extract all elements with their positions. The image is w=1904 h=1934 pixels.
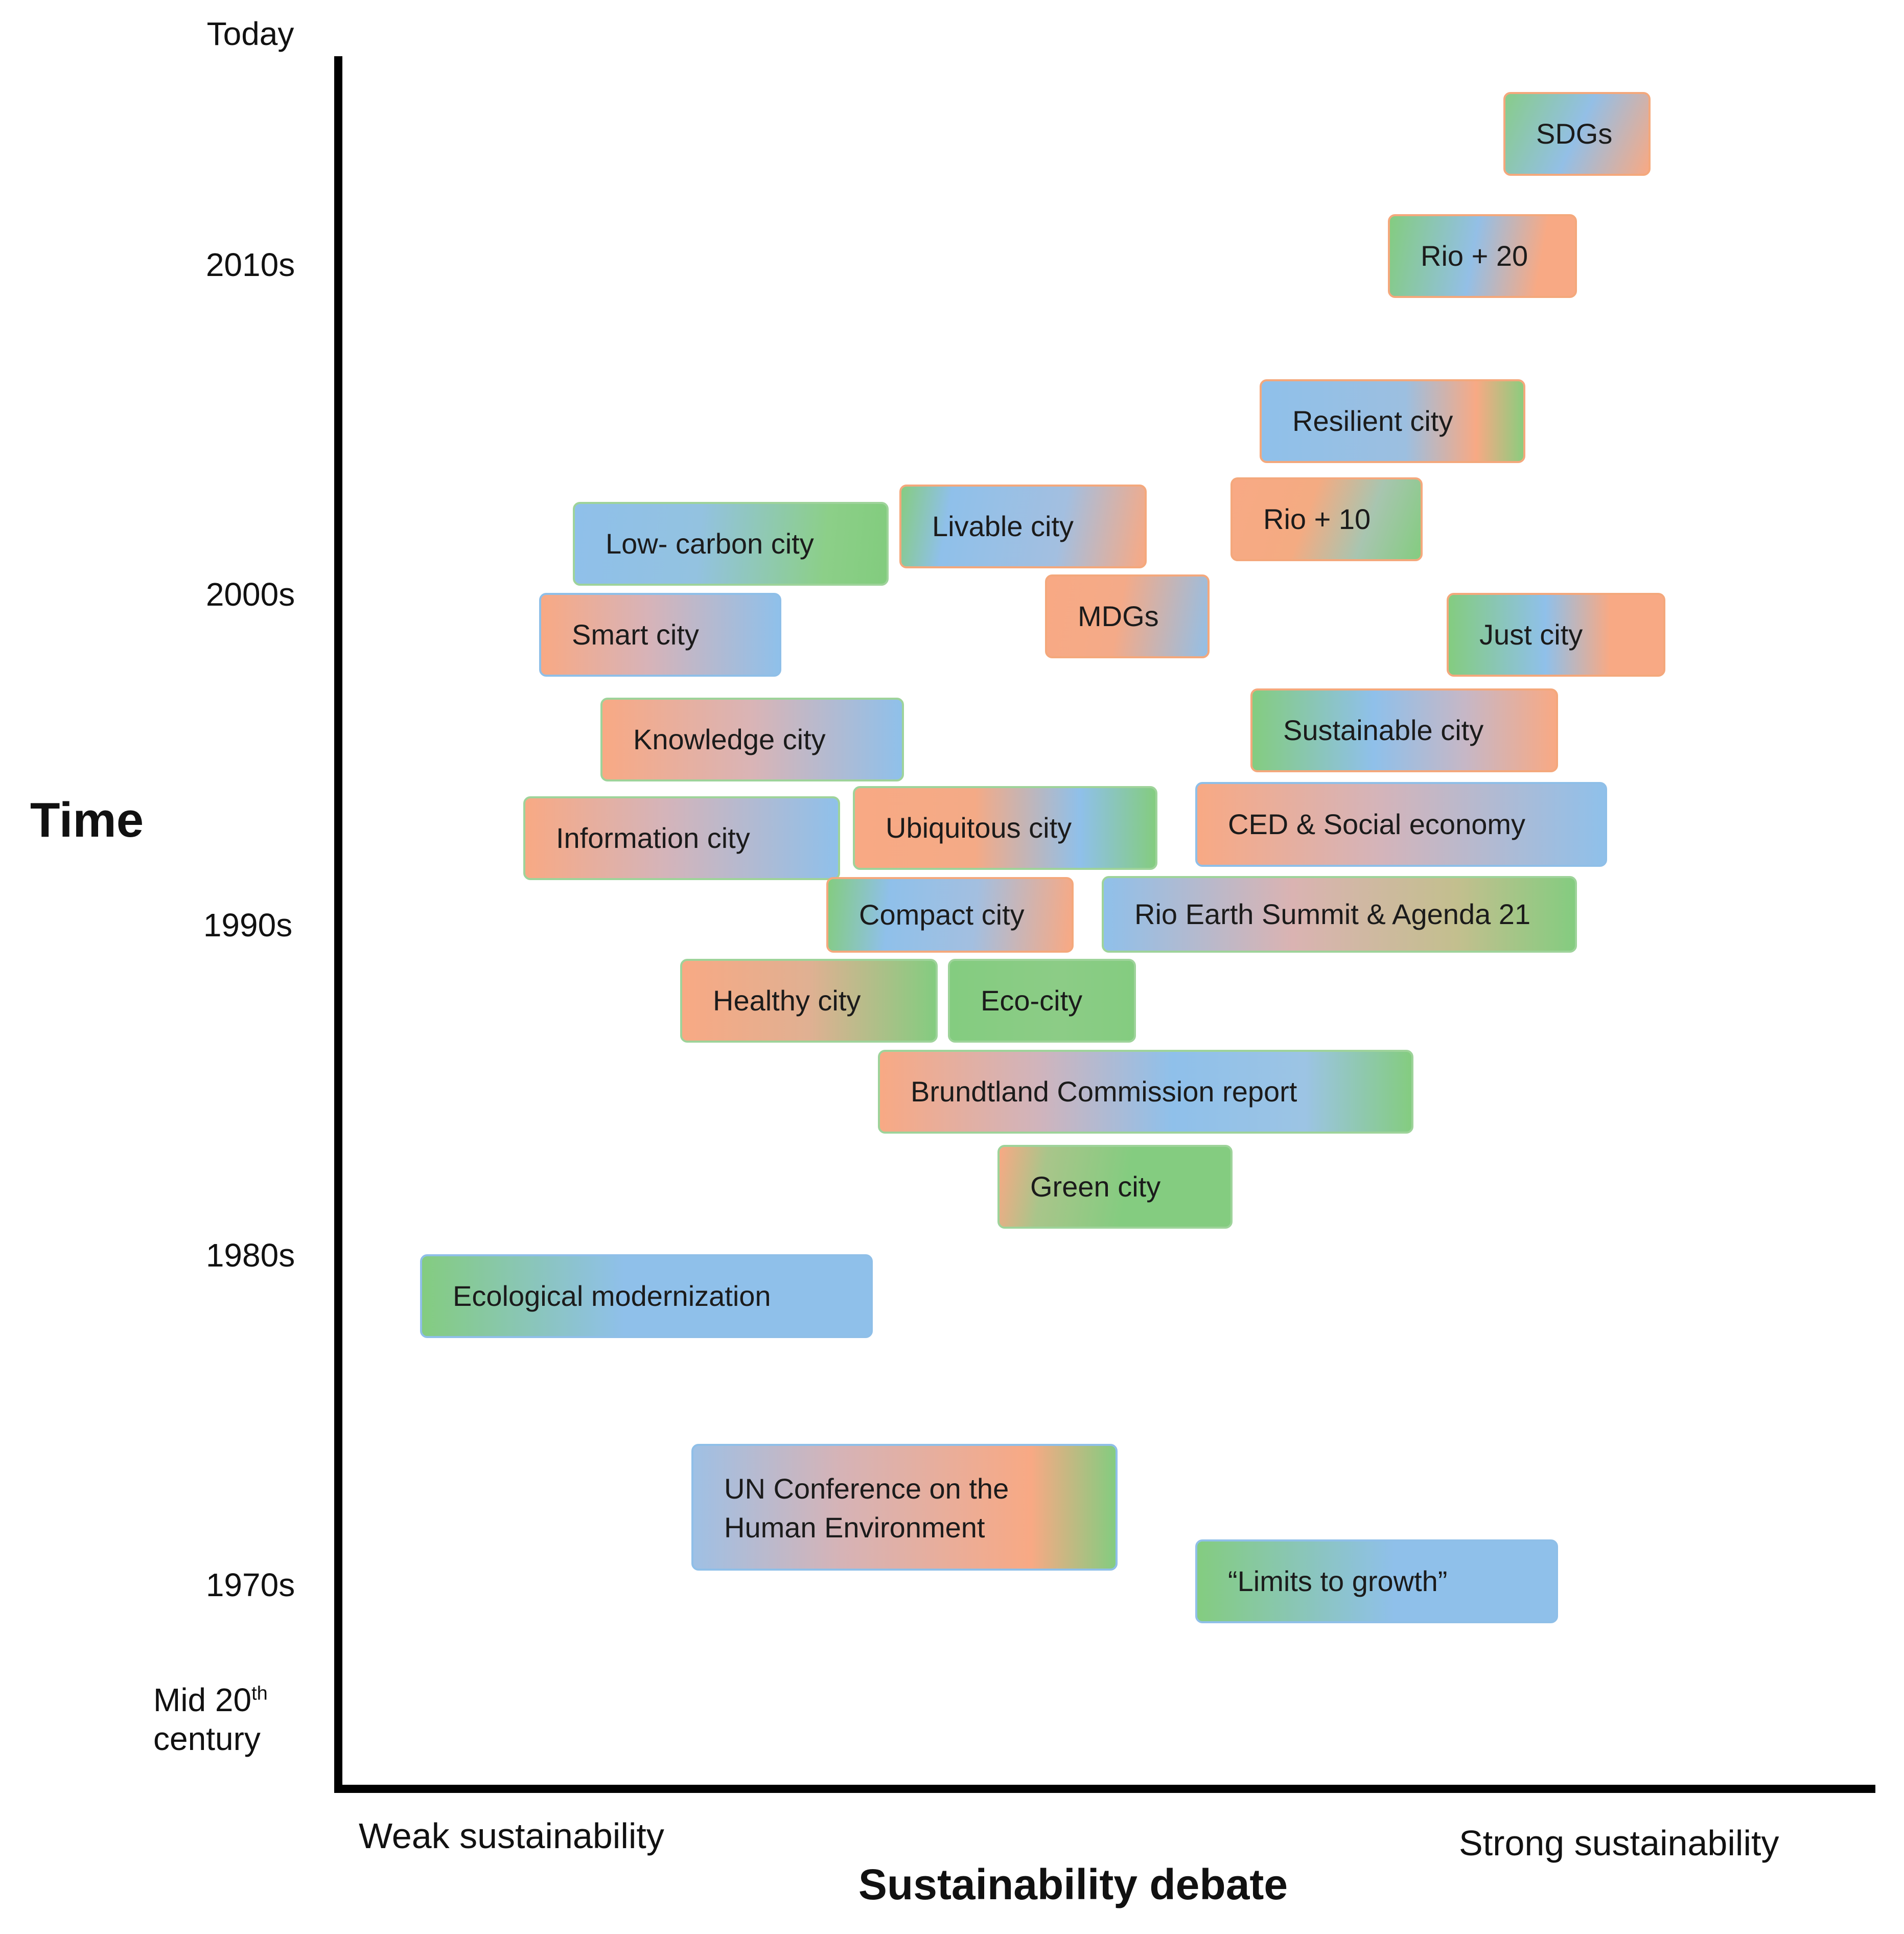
concept-box-information-city: Information city	[523, 796, 840, 880]
concept-label: Low- carbon city	[606, 527, 814, 560]
y-tick-2010s: 2010s	[205, 246, 295, 283]
concept-label: Just city	[1479, 618, 1583, 651]
concept-label: Ubiquitous city	[886, 812, 1072, 844]
x-axis-title: Sustainability debate	[858, 1860, 1288, 1908]
concept-label: SDGs	[1536, 118, 1613, 150]
x-axis-left-end: Weak sustainability	[359, 1816, 664, 1856]
y-tick-mid-sup: th	[251, 1683, 268, 1705]
concept-label: Eco-city	[981, 984, 1083, 1017]
y-tick-mid-line2: century	[153, 1720, 261, 1757]
concept-label: “Limits to growth”	[1228, 1565, 1448, 1597]
concept-box-eco-city: Eco-city	[948, 959, 1136, 1043]
concept-label: Resilient city	[1292, 405, 1453, 437]
concept-box-healthy-city: Healthy city	[680, 959, 938, 1043]
y-tick-mid-20th-century: Mid 20th century	[153, 1680, 276, 1758]
concept-box-sdgs: SDGs	[1503, 92, 1651, 176]
concept-label-line1: UN Conference on the	[724, 1472, 1009, 1505]
concept-label: Rio + 10	[1263, 503, 1371, 535]
concept-box-ced-social-economy: CED & Social economy	[1195, 782, 1607, 867]
y-axis-title: Time	[30, 793, 144, 847]
concept-box-sustainable-city: Sustainable city	[1250, 688, 1558, 772]
concept-box-low-carbon-city: Low- carbon city	[573, 502, 889, 586]
concept-box-ubiquitous-city: Ubiquitous city	[853, 786, 1157, 870]
concept-box-rio-20: Rio + 20	[1388, 214, 1577, 298]
concept-label: Information city	[556, 822, 750, 854]
concept-box-brundtland-report: Brundtland Commission report	[878, 1050, 1413, 1134]
concept-label: Healthy city	[713, 984, 861, 1017]
y-axis-line	[334, 56, 342, 1792]
concept-box-un-conference: UN Conference on the Human Environment	[691, 1444, 1118, 1571]
y-tick-1970s: 1970s	[205, 1567, 295, 1603]
x-axis-right-end: Strong sustainability	[1459, 1823, 1779, 1863]
concept-box-livable-city: Livable city	[899, 485, 1147, 568]
y-tick-1990s: 1990s	[203, 907, 293, 943]
x-axis-line	[334, 1785, 1875, 1793]
concept-label: Sustainable city	[1283, 714, 1484, 746]
concept-box-green-city: Green city	[997, 1145, 1233, 1229]
y-tick-2000s: 2000s	[205, 576, 295, 613]
y-tick-mid-prefix: Mid 20	[153, 1682, 252, 1718]
concept-box-compact-city: Compact city	[826, 877, 1074, 953]
concept-box-knowledge-city: Knowledge city	[600, 698, 904, 781]
concept-box-limits-to-growth: “Limits to growth”	[1195, 1539, 1558, 1623]
concept-label: Compact city	[859, 899, 1025, 931]
y-tick-today: Today	[206, 15, 294, 52]
concept-label: Ecological modernization	[453, 1280, 771, 1312]
concept-label: Rio Earth Summit & Agenda 21	[1134, 898, 1531, 930]
concept-box-rio-earth-summit: Rio Earth Summit & Agenda 21	[1102, 876, 1577, 953]
concept-label-line2: Human Environment	[724, 1511, 985, 1544]
concept-label-group: UN Conference on the Human Environment	[724, 1469, 1009, 1547]
concept-box-rio-10: Rio + 10	[1230, 477, 1423, 561]
concept-label: Knowledge city	[633, 723, 826, 755]
concept-label: MDGs	[1078, 600, 1159, 632]
concept-box-smart-city: Smart city	[539, 593, 781, 677]
concept-label: Livable city	[932, 510, 1074, 542]
concept-label: Rio + 20	[1421, 240, 1528, 272]
concept-box-mdgs: MDGs	[1045, 574, 1210, 658]
y-tick-1980s: 1980s	[205, 1237, 295, 1274]
concept-box-resilient-city: Resilient city	[1260, 379, 1525, 463]
concept-box-ecological-modernization: Ecological modernization	[420, 1254, 873, 1338]
concept-box-just-city: Just city	[1447, 593, 1665, 677]
concept-label: Smart city	[572, 618, 699, 651]
concept-label: Green city	[1030, 1170, 1161, 1203]
concept-label: Brundtland Commission report	[911, 1075, 1297, 1108]
concept-label: CED & Social economy	[1228, 808, 1526, 840]
